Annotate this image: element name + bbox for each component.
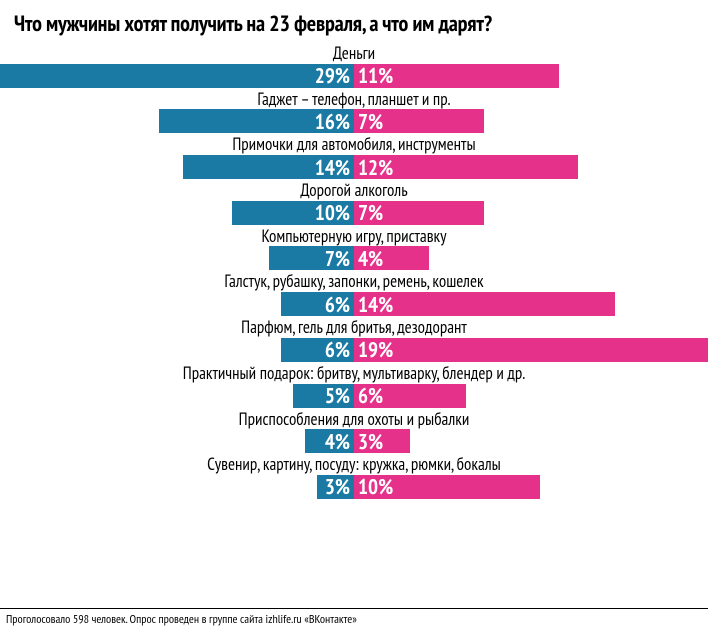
get-bar: 10%: [354, 475, 540, 499]
bar-pair: 16% 7%: [0, 109, 708, 133]
bar-pair: 7% 4%: [0, 246, 708, 270]
bar-pair: 5% 6%: [0, 384, 708, 408]
get-bar-track: 14%: [354, 292, 708, 316]
want-bar: 6%: [281, 292, 354, 316]
get-bar: 3%: [354, 429, 410, 453]
category-label: Сувенир, картину, посуду: кружка, рюмки,…: [0, 453, 708, 475]
want-bar: 7%: [269, 246, 354, 270]
want-bar: 14%: [183, 155, 354, 179]
want-bar: 16%: [159, 109, 354, 133]
want-value: 6%: [325, 339, 350, 360]
want-value: 14%: [315, 157, 350, 178]
want-value: 3%: [325, 476, 350, 497]
want-bar-track: 6%: [0, 338, 354, 362]
category-label: Компьютерную игру, приставку: [0, 225, 708, 247]
get-bar-track: 6%: [354, 384, 708, 408]
want-bar-track: 3%: [0, 475, 354, 499]
chart-row: Галстук, рубашку, запонки, ремень, кошел…: [0, 270, 708, 316]
want-bar: 10%: [232, 201, 354, 225]
bar-pair: 6% 19%: [0, 338, 708, 362]
want-bar-track: 5%: [0, 384, 354, 408]
chart-row: Деньги29% 11%: [0, 42, 708, 88]
get-value: 6%: [358, 385, 383, 406]
bar-pair: 14% 12%: [0, 155, 708, 179]
want-bar: 6%: [281, 338, 354, 362]
get-value: 4%: [358, 248, 383, 269]
want-value: 10%: [315, 202, 350, 223]
chart-row: Парфюм, гель для бритья, дезодорант6% 19%: [0, 316, 708, 362]
want-bar-track: 29%: [0, 64, 354, 88]
get-bar: 11%: [354, 64, 559, 88]
chart-row: Компьютерную игру, приставку7% 4%: [0, 225, 708, 271]
get-bar: 7%: [354, 201, 484, 225]
want-value: 5%: [325, 385, 350, 406]
chart-row: Гаджет – телефон, планшет и пр.16% 7%: [0, 88, 708, 134]
get-value: 7%: [358, 202, 383, 223]
get-value: 3%: [358, 431, 383, 452]
chart-row: Дорогой алкоголь10% 7%: [0, 179, 708, 225]
want-bar-track: 4%: [0, 429, 354, 453]
get-value: 7%: [358, 111, 383, 132]
want-value: 29%: [315, 65, 350, 86]
get-bar-track: 10%: [354, 475, 708, 499]
category-label: Примочки для автомобиля, инструменты: [0, 133, 708, 155]
get-bar-track: 19%: [354, 338, 708, 362]
chart-row: Практичный подарок: бритву, мультиварку,…: [0, 362, 708, 408]
get-bar: 7%: [354, 109, 484, 133]
bar-pair: 10% 7%: [0, 201, 708, 225]
get-bar: 4%: [354, 246, 429, 270]
diverging-bar-chart: Деньги29% 11%Гаджет – телефон, планшет и …: [0, 42, 708, 499]
bar-pair: 4% 3%: [0, 429, 708, 453]
want-bar-track: 7%: [0, 246, 354, 270]
bar-pair: 6% 14%: [0, 292, 708, 316]
get-bar-track: 7%: [354, 109, 708, 133]
bar-pair: 29% 11%: [0, 64, 708, 88]
category-label: Дорогой алкоголь: [0, 179, 708, 201]
want-bar: 3%: [317, 475, 354, 499]
category-label: Парфюм, гель для бритья, дезодорант: [0, 316, 708, 338]
get-bar: 19%: [354, 338, 708, 362]
get-bar-track: 12%: [354, 155, 708, 179]
get-bar-track: 11%: [354, 64, 708, 88]
get-value: 11%: [358, 65, 393, 86]
chart-title: Что мужчины хотят получить на 23 февраля…: [0, 0, 708, 42]
category-label: Практичный подарок: бритву, мультиварку,…: [0, 362, 708, 384]
chart-row: Приспособления для охоты и рыбалки4% 3%: [0, 408, 708, 454]
get-value: 12%: [358, 157, 393, 178]
get-bar-track: 3%: [354, 429, 708, 453]
want-bar-track: 16%: [0, 109, 354, 133]
get-bar-track: 7%: [354, 201, 708, 225]
chart-row: Примочки для автомобиля, инструменты14%1…: [0, 133, 708, 179]
get-bar: 12%: [354, 155, 578, 179]
get-bar-track: 4%: [354, 246, 708, 270]
get-value: 14%: [358, 294, 393, 315]
category-label: Деньги: [0, 42, 708, 64]
get-value: 10%: [358, 476, 393, 497]
category-label: Галстук, рубашку, запонки, ремень, кошел…: [0, 270, 708, 292]
get-value: 19%: [358, 339, 393, 360]
get-bar: 6%: [354, 384, 466, 408]
want-bar-track: 6%: [0, 292, 354, 316]
chart-footer: Проголосовало 598 человек. Опрос проведе…: [0, 608, 708, 631]
want-bar: 5%: [293, 384, 354, 408]
chart-row: Сувенир, картину, посуду: кружка, рюмки,…: [0, 453, 708, 499]
want-bar: 4%: [305, 429, 354, 453]
want-value: 4%: [325, 431, 350, 452]
category-label: Гаджет – телефон, планшет и пр.: [0, 88, 708, 110]
want-value: 16%: [315, 111, 350, 132]
want-bar-track: 14%: [0, 155, 354, 179]
want-bar: 29%: [0, 64, 354, 88]
want-bar-track: 10%: [0, 201, 354, 225]
get-bar: 14%: [354, 292, 615, 316]
bar-pair: 3% 10%: [0, 475, 708, 499]
want-value: 7%: [325, 248, 350, 269]
category-label: Приспособления для охоты и рыбалки: [0, 408, 708, 430]
want-value: 6%: [325, 294, 350, 315]
